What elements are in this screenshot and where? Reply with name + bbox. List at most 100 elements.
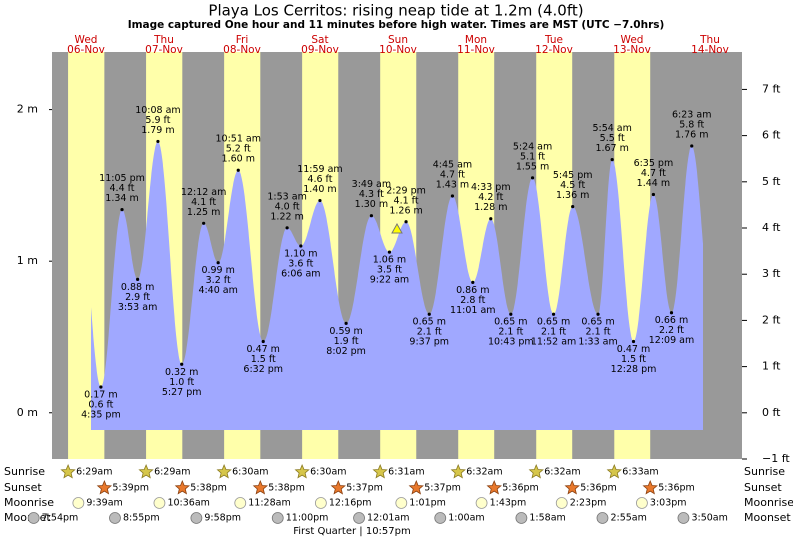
tide-extreme-dot bbox=[136, 277, 140, 281]
moonrise-icon bbox=[72, 497, 85, 509]
extreme-meters: 0.32 m bbox=[165, 367, 198, 378]
extreme-feet: 1.5 ft bbox=[251, 354, 276, 365]
tide-extreme-dot bbox=[489, 217, 493, 221]
extreme-time: 2:29 pm bbox=[386, 185, 426, 196]
extreme-feet: 1.9 ft bbox=[334, 336, 359, 347]
extreme-meters: 1.67 m bbox=[595, 143, 628, 154]
tide-extreme-dot bbox=[631, 339, 636, 344]
sunset-icon bbox=[330, 479, 346, 495]
moonrise-icon bbox=[475, 497, 488, 509]
extreme-meters: 0.66 m bbox=[655, 315, 688, 326]
sunset-icon bbox=[642, 479, 658, 495]
tide-extreme-dot bbox=[318, 198, 322, 203]
tide-extreme-dot bbox=[509, 312, 513, 316]
extreme-feet: 1.5 ft bbox=[621, 354, 646, 365]
astro-time: 1:43pm bbox=[490, 498, 527, 509]
extreme-feet: 2.9 ft bbox=[125, 292, 150, 303]
day-weekday: Sun bbox=[388, 34, 408, 46]
extreme-feet: 2.1 ft bbox=[417, 327, 442, 338]
extreme-meters: 1.26 m bbox=[389, 205, 422, 216]
astro-time: 6:32am bbox=[544, 467, 580, 478]
y2-tick-label: −1 ft bbox=[762, 452, 790, 465]
extreme-time: 6:35 pm bbox=[634, 158, 674, 169]
extreme-meters: 1.44 m bbox=[637, 178, 670, 189]
row-label: Moonrise bbox=[4, 496, 54, 509]
extreme-time: 6:32 pm bbox=[243, 364, 283, 375]
tide-extreme-dot bbox=[571, 205, 575, 209]
extreme-time: 11:05 pm bbox=[99, 173, 145, 184]
extreme-feet: 2.1 ft bbox=[586, 327, 611, 338]
labels: Wed06-NovThu07-NovFri08-NovSat09-NovSun1… bbox=[4, 34, 793, 524]
moonset-icon bbox=[434, 512, 447, 524]
chart-subtitle: Image captured One hour and 11 minutes b… bbox=[128, 19, 665, 31]
extreme-time: 3:53 am bbox=[118, 302, 157, 313]
tide-area bbox=[91, 141, 703, 430]
moonset-icon bbox=[596, 512, 609, 524]
extreme-time: 1:53 am bbox=[267, 191, 306, 202]
extreme-meters: 0.59 m bbox=[329, 326, 362, 337]
sunset-icon bbox=[174, 479, 191, 495]
astro-time: 2:55am bbox=[610, 513, 646, 524]
extreme-time: 12:12 am bbox=[181, 187, 226, 198]
y2-tick-label: 7 ft bbox=[762, 82, 781, 95]
sunrise-icon bbox=[216, 463, 232, 479]
extreme-feet: 3.6 ft bbox=[288, 259, 313, 270]
astro-time: 6:29am bbox=[154, 467, 190, 478]
extreme-time: 4:33 pm bbox=[471, 182, 511, 193]
tide-extreme-dot bbox=[404, 220, 408, 224]
extreme-feet: 1.0 ft bbox=[169, 377, 194, 388]
y-tick-label: 2 m bbox=[17, 103, 38, 116]
extreme-meters: 1.30 m bbox=[355, 199, 388, 210]
tide-extreme-dot bbox=[202, 221, 206, 225]
extreme-feet: 5.8 ft bbox=[679, 119, 704, 130]
tide-extreme-dot bbox=[261, 339, 265, 344]
moonrise-icon bbox=[234, 497, 247, 509]
y2-tick-label: 4 ft bbox=[762, 221, 781, 234]
astro-time: 9:39am bbox=[86, 498, 122, 509]
extreme-meters: 1.60 m bbox=[222, 154, 255, 165]
y-tick-label: 0 m bbox=[17, 406, 38, 419]
tide-extreme-dot bbox=[344, 321, 348, 325]
astro-time: 5:37pm bbox=[424, 483, 461, 494]
sunset-icon bbox=[252, 479, 269, 495]
extreme-meters: 1.25 m bbox=[187, 207, 220, 218]
extreme-meters: 0.65 m bbox=[494, 317, 527, 328]
extreme-time: 5:24 am bbox=[513, 141, 552, 152]
astro-time: 7:54pm bbox=[42, 513, 79, 524]
extreme-time: 10:43 pm bbox=[488, 337, 534, 348]
moonrise-icon bbox=[153, 497, 166, 509]
tide-extreme-dot bbox=[236, 168, 240, 172]
row-label: Moonset bbox=[744, 511, 791, 524]
astro-time: 5:36pm bbox=[502, 483, 539, 494]
extreme-meters: 0.65 m bbox=[537, 317, 570, 328]
extreme-time: 12:09 am bbox=[649, 335, 694, 346]
extreme-feet: 4.1 ft bbox=[191, 197, 216, 208]
day-date: 07-Nov bbox=[145, 44, 183, 56]
astro-time: 5:38pm bbox=[190, 483, 227, 494]
extreme-feet: 4.1 ft bbox=[394, 195, 419, 206]
extreme-time: 4:35 pm bbox=[81, 409, 121, 420]
extreme-time: 11:52 am bbox=[531, 337, 576, 348]
extreme-feet: 2.2 ft bbox=[659, 325, 684, 336]
day-weekday: Wed bbox=[621, 34, 644, 46]
astro-time: 10:36am bbox=[167, 498, 209, 509]
day-weekday: Thu bbox=[699, 34, 720, 46]
astro-time: 12:01am bbox=[367, 513, 409, 524]
extreme-time: 4:45 am bbox=[433, 160, 472, 171]
extreme-feet: 5.2 ft bbox=[226, 144, 251, 155]
extreme-time: 6:06 am bbox=[281, 269, 320, 280]
tide-extreme-dot bbox=[180, 362, 184, 366]
y2-tick-label: 1 ft bbox=[762, 360, 781, 373]
sunrise-icon bbox=[60, 463, 76, 479]
day-weekday: Sat bbox=[311, 34, 328, 46]
sunrise-icon bbox=[372, 463, 388, 479]
extreme-meters: 0.65 m bbox=[581, 317, 614, 328]
extreme-feet: 2.8 ft bbox=[460, 295, 485, 306]
extreme-feet: 4.5 ft bbox=[560, 180, 585, 191]
moonset-icon bbox=[109, 512, 121, 524]
tide-extreme-dot bbox=[427, 312, 431, 316]
extreme-time: 11:59 am bbox=[297, 164, 342, 175]
astro-time: 12:16pm bbox=[329, 498, 372, 509]
